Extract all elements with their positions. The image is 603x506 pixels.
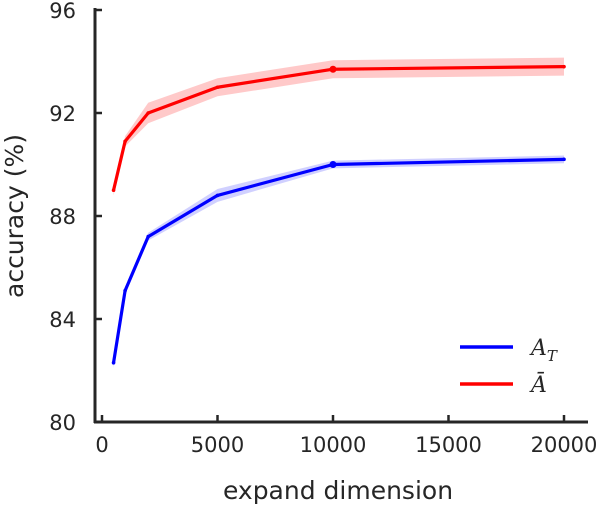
data-point xyxy=(123,139,127,144)
data-point xyxy=(562,157,566,162)
data-point xyxy=(111,360,116,365)
series-band-1 xyxy=(113,57,565,196)
y-tick-label: 84 xyxy=(49,308,76,332)
data-point xyxy=(215,193,220,198)
data-point xyxy=(215,85,220,90)
data-point xyxy=(111,188,116,193)
x-axis-title: expand dimension xyxy=(223,476,453,505)
y-tick-label: 96 xyxy=(49,0,76,23)
legend-label: Ā xyxy=(529,372,547,398)
series-line-1 xyxy=(111,65,566,192)
confidence-bands xyxy=(113,57,565,368)
legend: AT Ā xyxy=(460,336,558,398)
x-tick-label: 0 xyxy=(95,433,108,457)
x-tick-label: 10000 xyxy=(300,433,367,457)
y-axis-title: accuracy (%) xyxy=(0,134,29,298)
x-tick-label: 15000 xyxy=(415,433,482,457)
y-tick-label: 92 xyxy=(49,102,76,126)
y-tick-label: 80 xyxy=(49,411,76,435)
x-tick-label: 20000 xyxy=(531,433,598,457)
data-point xyxy=(123,288,127,293)
data-point xyxy=(329,161,337,168)
legend-label: AT xyxy=(529,336,558,365)
series-line-0 xyxy=(111,157,566,365)
x-tick-label: 5000 xyxy=(191,433,244,457)
data-point xyxy=(562,64,566,69)
ticks: 0 5000 10000 15000 20000 80 84 88 92 96 xyxy=(49,0,597,457)
series-lines xyxy=(111,65,566,365)
data-point xyxy=(146,234,150,239)
series-band-0 xyxy=(113,155,565,368)
y-tick-label: 88 xyxy=(49,205,76,229)
data-point xyxy=(329,65,337,73)
series-points xyxy=(111,64,566,365)
data-point xyxy=(146,111,150,115)
